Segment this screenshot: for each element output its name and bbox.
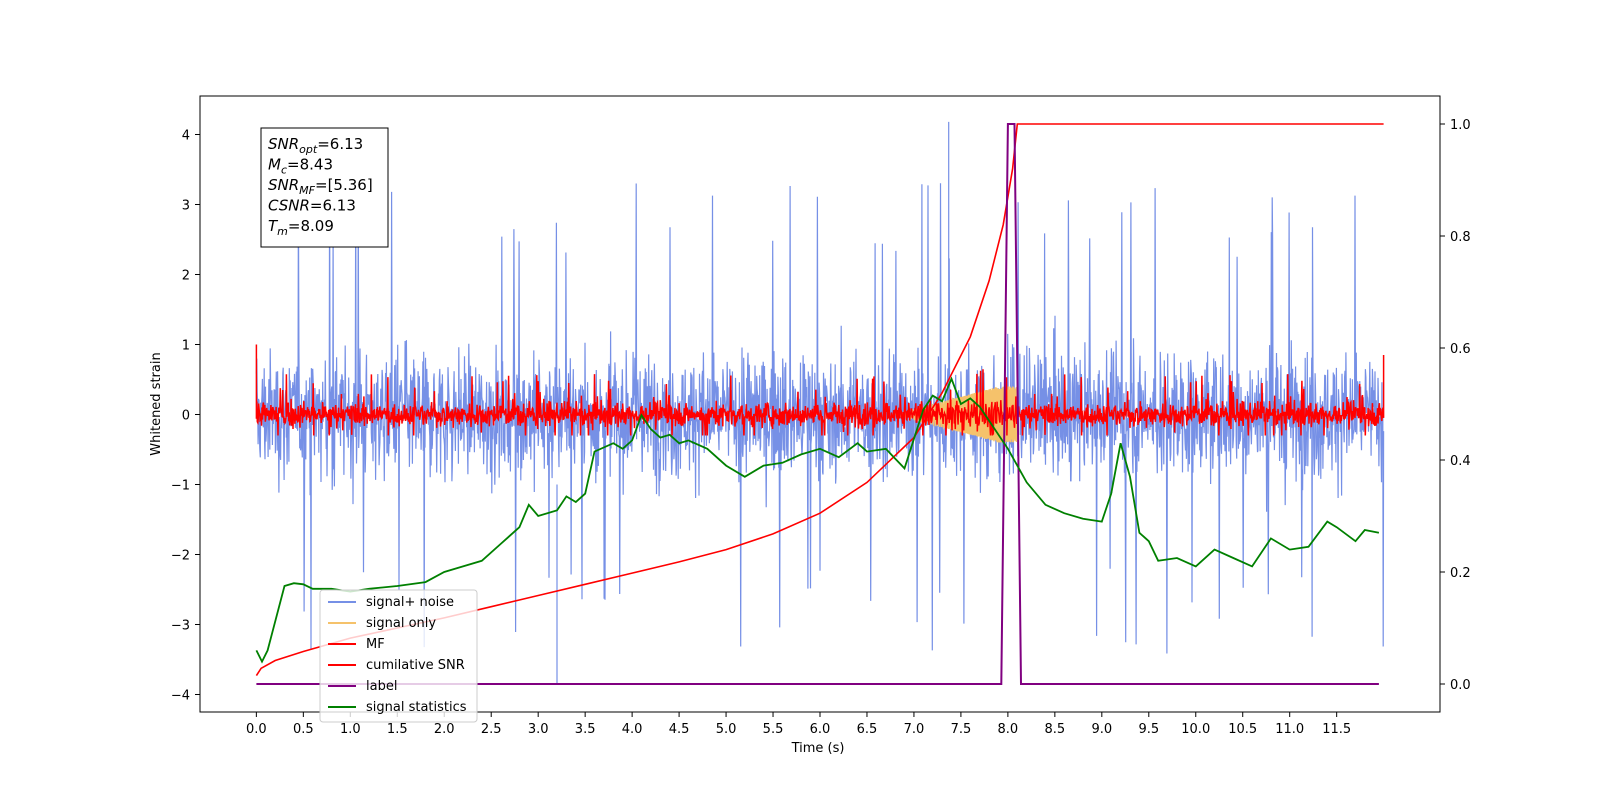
stat-name: T	[268, 217, 279, 235]
y2-tick-label: 0.8	[1450, 230, 1471, 245]
stat-name: M	[268, 156, 281, 174]
series-label	[256, 123, 1379, 685]
series-signal-noise	[255, 121, 1385, 684]
stat-value: =6.13	[310, 197, 356, 215]
x-tick-label: 4.5	[669, 722, 690, 737]
x-tick-label: 1.0	[340, 722, 361, 737]
x-tick-label: 10.5	[1228, 722, 1257, 737]
x-tick-label: 5.0	[716, 722, 737, 737]
y2-tick-label: 0.2	[1450, 566, 1471, 581]
series-signal-statistics	[255, 376, 1380, 664]
x-tick-label: 7.5	[951, 722, 972, 737]
legend-label: signal statistics	[366, 700, 467, 715]
y2-tick-label: 0.4	[1450, 454, 1471, 469]
x-tick-label: 7.0	[904, 722, 925, 737]
y-tick-label: 4	[182, 129, 190, 144]
stat-value: =8.43	[287, 156, 333, 174]
stat-line: SNRMF=[5.36]	[268, 176, 373, 197]
legend-label: label	[366, 679, 397, 694]
x-axis-title: Time (s)	[791, 741, 845, 756]
x-tick-label: 2.0	[434, 722, 455, 737]
x-tick-label: 11.0	[1275, 722, 1304, 737]
stat-name: CSNR	[268, 197, 310, 215]
stats-box: SNRopt=6.13Mc=8.43SNRMF=[5.36]CSNR=6.13T…	[260, 127, 389, 248]
x-tick-label: 11.5	[1322, 722, 1351, 737]
stat-value: =8.09	[288, 217, 334, 235]
x-tick-label: 4.0	[622, 722, 643, 737]
stat-value: =6.13	[317, 135, 363, 153]
stat-line: CSNR=6.13	[268, 197, 356, 215]
x-tick-label: 1.5	[387, 722, 408, 737]
x-tick-label: 8.5	[1045, 722, 1066, 737]
y2-tick-label: 1.0	[1450, 118, 1471, 133]
x-tick-label: 10.0	[1181, 722, 1210, 737]
legend-label: signal+ noise	[366, 595, 454, 610]
legend-label: signal only	[366, 616, 436, 631]
y-axis-title: Whitened strain	[149, 352, 164, 455]
stat-value: =[5.36]	[315, 176, 373, 194]
x-tick-label: 0.5	[293, 722, 314, 737]
stat-name: SNR	[268, 135, 299, 153]
stat-subscript: c	[281, 164, 287, 177]
y-tick-label: 2	[182, 269, 190, 284]
legend-label: cumilative SNR	[366, 658, 465, 673]
y-tick-label: −1	[171, 479, 190, 494]
x-tick-label: 9.5	[1138, 722, 1159, 737]
x-tick-label: 6.0	[810, 722, 831, 737]
y-tick-label: 1	[182, 339, 190, 354]
x-tick-label: 0.0	[246, 722, 267, 737]
y-axis-right: 1.0 0.8 0.6 0.4 0.2 0.0	[1440, 118, 1471, 693]
x-tick-label: 2.5	[481, 722, 502, 737]
stat-line: SNRopt=6.13	[268, 135, 363, 156]
x-tick-label: 6.5	[857, 722, 878, 737]
x-tick-label: 5.5	[763, 722, 784, 737]
stat-subscript: opt	[299, 143, 318, 156]
y-tick-label: 3	[182, 199, 190, 214]
y-tick-label: −2	[171, 549, 190, 564]
legend: signal+ noise signal only MF cumilative SNR…	[319, 589, 478, 723]
stat-line: Mc=8.43	[268, 156, 333, 177]
x-axis: 0.0 0.5 1.0 1.5 2.0 2.5 3.0 3.5 4.0 4.5 5.0 5.5 6.0 6…	[246, 712, 1351, 737]
stat-line: Tm=8.09	[268, 217, 334, 238]
y2-tick-label: 0.6	[1450, 342, 1471, 357]
legend-label: MF	[366, 637, 385, 652]
stat-name: SNR	[268, 176, 299, 194]
stat-subscript: MF	[299, 184, 315, 197]
x-tick-label: 3.0	[528, 722, 549, 737]
series-mf	[255, 344, 1385, 436]
y2-tick-label: 0.0	[1450, 678, 1471, 693]
y-axis-left: 4 3 2 1 0 −1 −2 −3 −4	[171, 129, 200, 704]
y-tick-label: −3	[171, 619, 190, 634]
stat-subscript: m	[277, 225, 288, 238]
x-tick-label: 8.0	[998, 722, 1019, 737]
y-tick-label: −4	[171, 689, 190, 704]
x-tick-label: 3.5	[575, 722, 596, 737]
y-tick-label: 0	[182, 409, 190, 424]
x-tick-label: 9.0	[1091, 722, 1112, 737]
